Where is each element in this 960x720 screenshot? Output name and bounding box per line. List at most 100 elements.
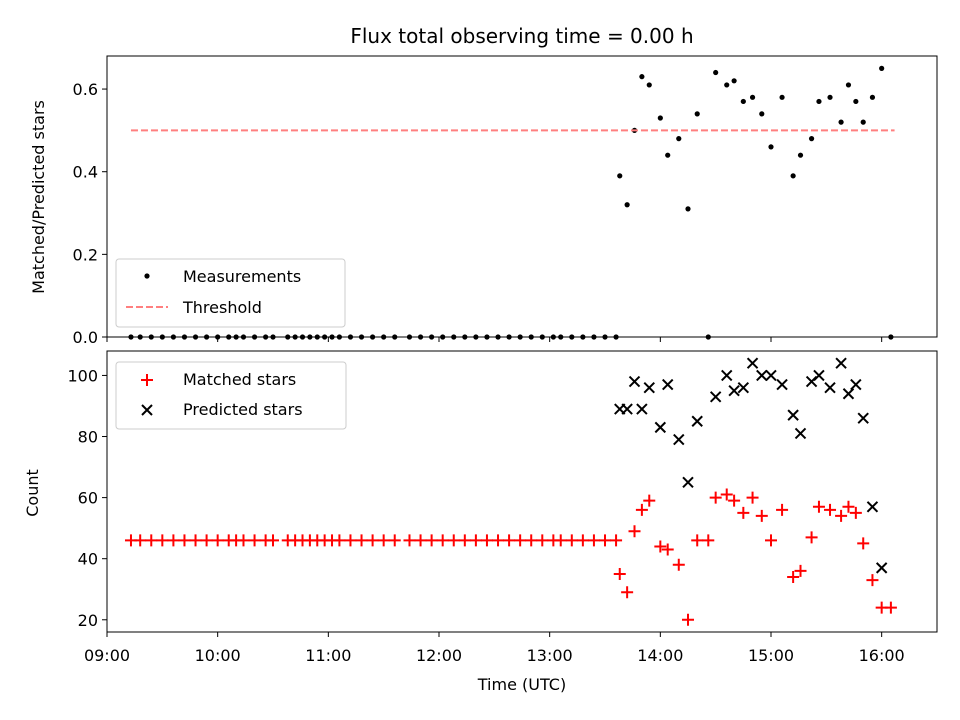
- measurements-point: [251, 334, 258, 340]
- x-tick-label: 10:00: [195, 646, 241, 665]
- y-tick-label-count: 100: [67, 366, 98, 385]
- measurements-point: [713, 69, 719, 76]
- panel-counts: 20 40 60 80 100 09:00 10:00 11:00 12:00 13:00 14:0…: [23, 350, 938, 694]
- y-axis-title-ratio: Matched/Predicted stars: [29, 100, 48, 294]
- measurements-point: [204, 334, 210, 340]
- x-tick-label: 14:00: [637, 646, 683, 665]
- measurements-point: [558, 334, 564, 340]
- measurements-point: [685, 206, 691, 212]
- matched-stars-point: [682, 613, 694, 626]
- legend-ratio-box: [115, 258, 346, 328]
- x-tick-label: 16:00: [859, 646, 905, 665]
- legend-label-predicted: Predicted stars: [183, 400, 303, 419]
- matched-stars-point: [787, 571, 800, 584]
- matched-stars-point: [377, 534, 390, 547]
- predicted-stars-point: [673, 433, 685, 446]
- measurements-point: [646, 82, 652, 88]
- measurements-point: [797, 152, 804, 158]
- measurements-point: [314, 334, 320, 340]
- measurements-point: [181, 334, 188, 340]
- predicted-stars-point: [662, 378, 674, 391]
- y-tick-label-ratio: 0.0: [73, 328, 98, 347]
- x-tick-label: 13:00: [527, 646, 573, 665]
- predicted-stars-point: [813, 369, 825, 382]
- matched-stars-point: [610, 534, 623, 547]
- predicted-stars-point: [765, 369, 777, 382]
- predicted-stars-point: [643, 381, 655, 394]
- matched-stars-point: [709, 491, 722, 504]
- measurements-point: [347, 334, 354, 340]
- legend-marker-matched: [141, 374, 153, 386]
- matched-stars-point: [613, 567, 626, 580]
- y-tick-label-count: 60: [78, 489, 98, 508]
- measurements-point: [440, 334, 446, 340]
- matched-stars-point: [425, 534, 438, 547]
- matched-stars-point: [211, 534, 224, 547]
- matched-stars-point: [635, 503, 648, 516]
- measurements-point: [694, 111, 700, 117]
- matched-stars-point: [178, 534, 191, 547]
- matched-stars-point: [728, 494, 741, 507]
- measurements-point: [233, 334, 239, 340]
- measurements-point: [740, 98, 746, 105]
- matched-stars-point: [554, 534, 567, 547]
- measurements-point: [724, 82, 730, 88]
- measurements-point: [613, 334, 619, 340]
- matched-stars-point: [267, 534, 279, 547]
- y-axis-title-count: Count: [23, 469, 42, 517]
- measurements-point: [370, 334, 376, 340]
- predicted-stars-point: [875, 562, 888, 574]
- legend-counts: Matched stars Predicted stars: [115, 361, 347, 430]
- measurements-point: [591, 334, 597, 340]
- matched-stars-point: [643, 494, 656, 507]
- measurements-point: [790, 173, 796, 179]
- measurements-point: [392, 334, 398, 340]
- measurements-point: [657, 115, 663, 121]
- x-axis-title: Time (UTC): [477, 675, 566, 694]
- measurements-point: [705, 334, 711, 340]
- matched-stars-point: [436, 534, 449, 547]
- matched-stars-point: [765, 534, 777, 547]
- measurements-point: [779, 94, 785, 100]
- y-tick-label-count: 80: [78, 428, 98, 447]
- matched-stars-point: [857, 537, 870, 550]
- matched-stars-point: [536, 534, 549, 547]
- measurements-point: [292, 334, 298, 340]
- measurements-point: [624, 202, 630, 208]
- matched-stars-point: [702, 534, 715, 547]
- matched-stars-point: [654, 540, 667, 553]
- matched-stars-point: [755, 509, 768, 522]
- measurements-point: [550, 334, 556, 340]
- y-tick-label-count: 40: [78, 550, 98, 569]
- matched-stars-point: [661, 543, 674, 556]
- predicted-stars-point: [842, 388, 855, 400]
- measurements-point: [838, 119, 844, 125]
- predicted-stars-point: [628, 375, 641, 388]
- matched-stars-point: [403, 534, 416, 547]
- predicted-stars-point: [794, 427, 807, 440]
- predicted-stars-point: [709, 391, 722, 403]
- matched-stars-point: [145, 534, 158, 547]
- measurements-point: [170, 334, 176, 340]
- predicted-stars-point: [857, 412, 869, 424]
- matched-stars-point: [134, 534, 147, 547]
- matched-stars-point: [849, 506, 862, 519]
- measurements-point: [128, 334, 134, 340]
- measurements-point: [816, 98, 822, 105]
- predicted-stars-point: [866, 501, 879, 513]
- measurements-point: [665, 152, 671, 158]
- measurements-point: [192, 334, 199, 340]
- matched-stars-point: [492, 534, 505, 547]
- legend-label-threshold: Threshold: [182, 298, 262, 317]
- measurements-point: [768, 144, 774, 150]
- matched-stars-point: [621, 586, 634, 599]
- measurements-point: [381, 334, 387, 340]
- matched-stars-point: [565, 534, 578, 547]
- measurements-point: [484, 334, 490, 340]
- measurements-point: [517, 334, 523, 340]
- matched-stars-point: [503, 534, 516, 547]
- matched-stars-point: [746, 491, 759, 504]
- predicted-stars-point: [682, 476, 694, 489]
- measurements-point: [879, 65, 885, 71]
- measurements-point: [845, 82, 852, 88]
